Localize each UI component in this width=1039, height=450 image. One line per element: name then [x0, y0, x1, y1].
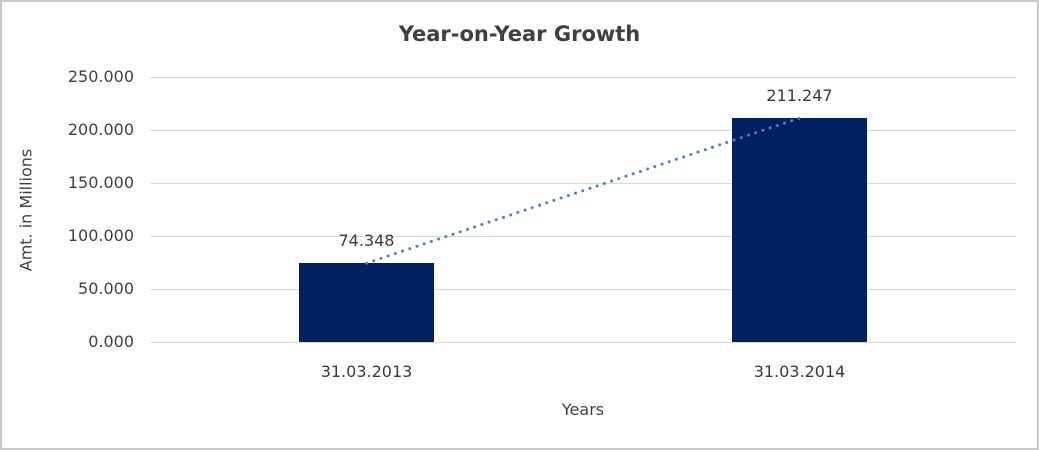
y-tick-label: 200.000 — [67, 120, 134, 139]
gridline — [150, 289, 1016, 290]
bar-data-label: 74.348 — [338, 231, 395, 251]
y-tick-label: 100.000 — [67, 226, 134, 245]
gridline — [150, 183, 1016, 184]
y-tick-label: 0.000 — [88, 332, 134, 351]
y-axis-title: Amt. in Millions — [16, 148, 36, 272]
y-tick-label: 250.000 — [67, 67, 134, 86]
bar — [299, 263, 434, 342]
x-tick-label: 31.03.2014 — [753, 362, 846, 381]
y-tick-label: 150.000 — [67, 173, 134, 192]
x-tick-label: 31.03.2013 — [320, 362, 413, 381]
x-axis-title: Years — [561, 400, 605, 419]
gridline — [150, 77, 1016, 78]
gridline — [150, 342, 1016, 343]
bar-data-label: 211.247 — [766, 86, 833, 106]
chart-title: Year-on-Year Growth — [398, 22, 641, 46]
gridline — [150, 130, 1016, 131]
y-tick-label: 50.000 — [78, 279, 134, 298]
bar — [732, 118, 867, 342]
